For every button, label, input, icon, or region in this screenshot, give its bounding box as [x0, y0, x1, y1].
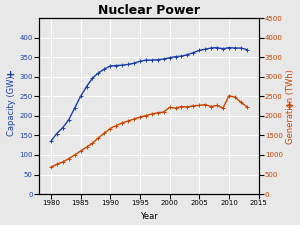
Text: +: +	[6, 70, 15, 80]
Y-axis label: Generation (TWh): Generation (TWh)	[286, 69, 295, 144]
Text: +: +	[285, 101, 294, 111]
Y-axis label: Capacity (GW): Capacity (GW)	[8, 76, 16, 137]
Title: Nuclear Power: Nuclear Power	[98, 4, 200, 17]
X-axis label: Year: Year	[140, 212, 158, 221]
